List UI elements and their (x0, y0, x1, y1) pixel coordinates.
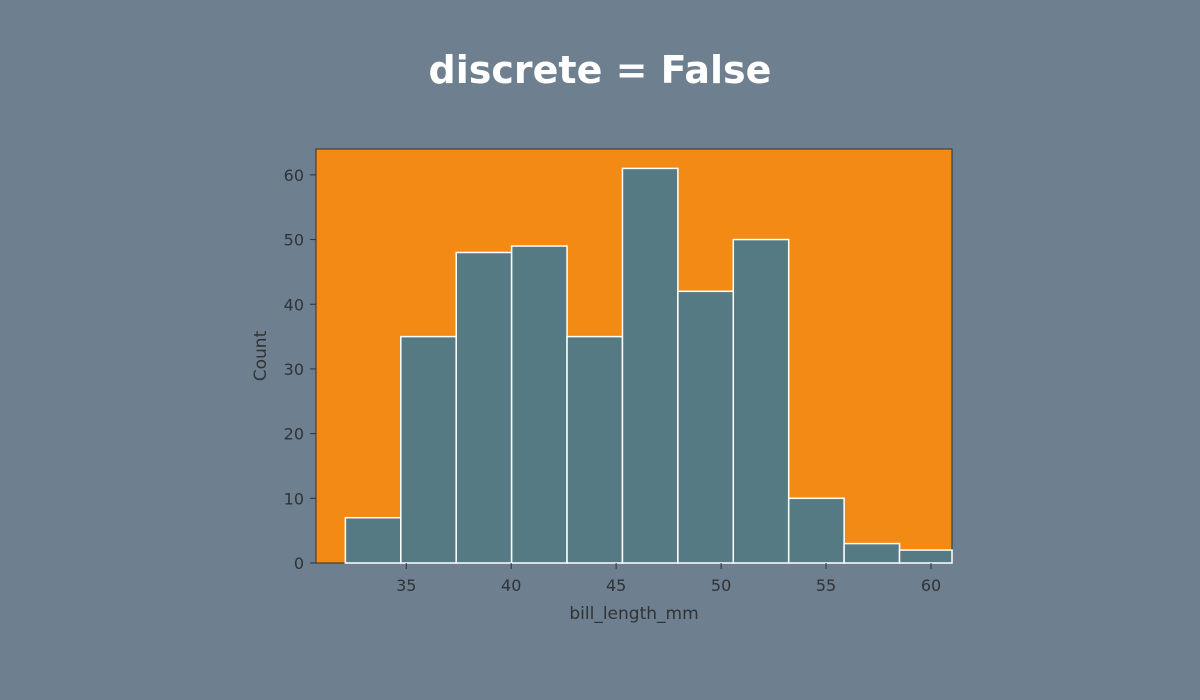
histogram-bar (566, 335, 624, 564)
chart-title: discrete = False (428, 48, 772, 92)
y-tick-label: 0 (294, 554, 304, 573)
histogram-bar (732, 238, 790, 564)
histogram-bar (787, 497, 845, 564)
y-axis-label: Count (251, 330, 271, 381)
y-tick-label: 50 (284, 231, 304, 250)
x-axis-label: bill_length_mm (569, 604, 698, 624)
x-tick-label: 40 (501, 576, 521, 595)
histogram-bar (344, 516, 402, 564)
x-tick-label: 35 (396, 576, 416, 595)
histogram-bar (455, 251, 513, 564)
y-tick-label: 10 (284, 489, 304, 508)
y-tick-label: 40 (284, 295, 304, 314)
x-tick-label: 50 (711, 576, 731, 595)
histogram-bar (510, 245, 568, 564)
histogram-bar (898, 549, 953, 564)
x-tick-label: 45 (606, 576, 626, 595)
histogram-bar (621, 167, 679, 564)
histogram-bar (843, 542, 901, 564)
y-tick-label: 30 (284, 360, 304, 379)
x-tick-label: 60 (921, 576, 941, 595)
bars-group (344, 167, 953, 564)
histogram-bar (677, 290, 735, 564)
histogram-bar (400, 335, 457, 564)
x-tick-label: 55 (816, 576, 836, 595)
axes-group: 35 40 45 50 55 60 0 10 20 30 40 50 60 (284, 166, 942, 595)
y-tick-label: 60 (284, 166, 304, 185)
y-tick-label: 20 (284, 425, 304, 444)
